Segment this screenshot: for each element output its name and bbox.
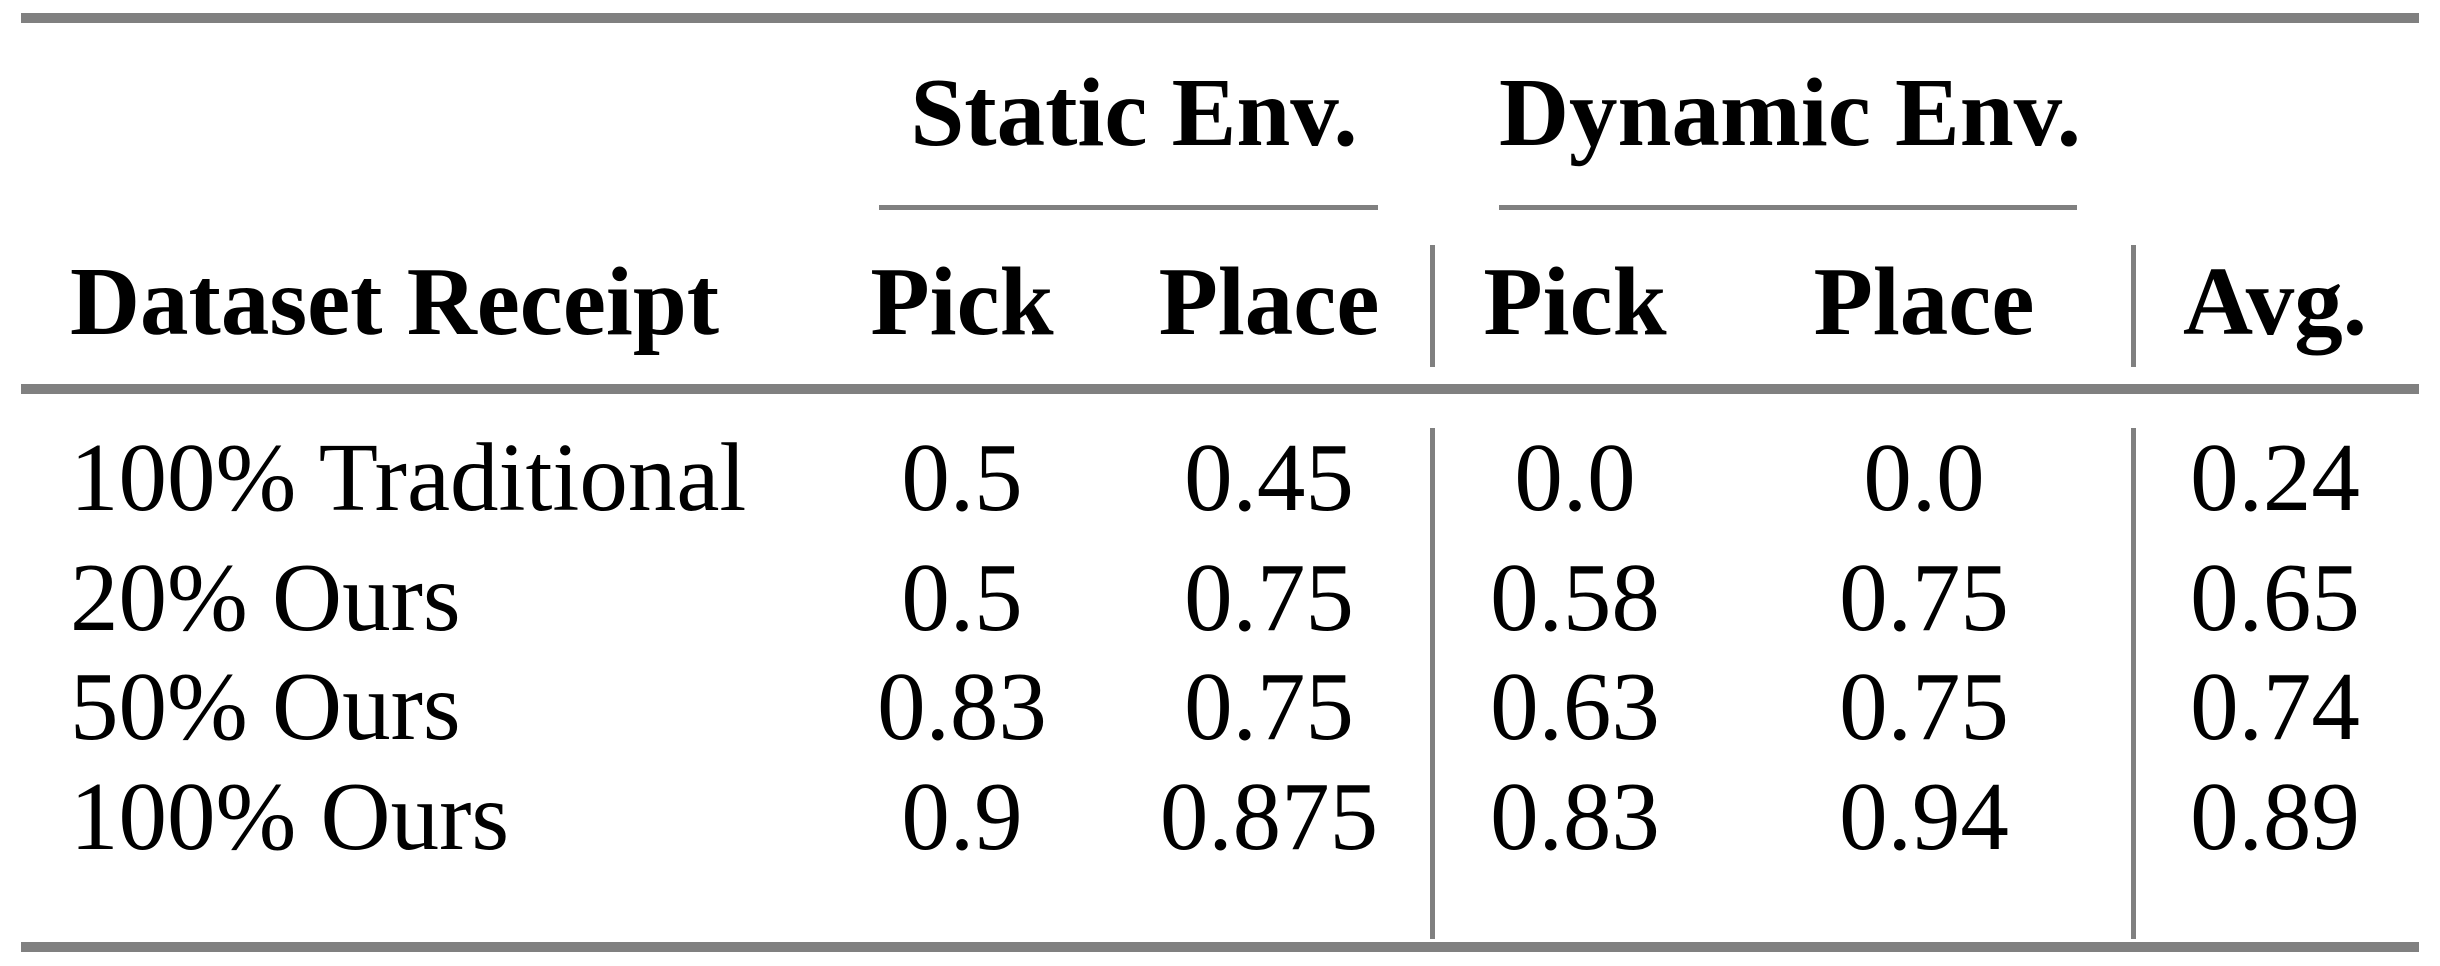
cell-avg: 0.89	[2190, 763, 2360, 870]
cell-dynamic-pick: 0.58	[1490, 544, 1660, 651]
cell-static-place: 0.45	[1184, 424, 1354, 531]
column-header-static-place: Place	[1158, 248, 1380, 355]
group-header-dynamic-env: Dynamic Env.	[1498, 59, 2082, 166]
cell-static-place: 0.75	[1184, 544, 1354, 651]
column-header-dynamic-place: Place	[1813, 248, 2035, 355]
cell-static-pick: 0.5	[901, 424, 1023, 531]
cmidrule-static-env	[879, 205, 1378, 210]
cell-dynamic-place: 0.75	[1839, 653, 2009, 760]
cell-dynamic-pick: 0.63	[1490, 653, 1660, 760]
row-label: 100% Traditional	[70, 424, 747, 531]
column-header-dynamic-pick: Pick	[1483, 248, 1667, 355]
cell-avg: 0.74	[2190, 653, 2360, 760]
cell-static-place: 0.75	[1184, 653, 1354, 760]
cell-static-pick: 0.83	[877, 653, 1047, 760]
column-header-static-pick: Pick	[870, 248, 1054, 355]
cell-dynamic-place: 0.94	[1839, 763, 2009, 870]
cell-dynamic-place: 0.0	[1863, 424, 1985, 531]
column-header-avg: Avg.	[2182, 248, 2368, 355]
cell-dynamic-place: 0.75	[1839, 544, 2009, 651]
vline-dynamic-avg-body	[2131, 428, 2136, 939]
row-label: 100% Ours	[70, 763, 510, 870]
cell-static-pick: 0.9	[901, 763, 1023, 870]
cmidrule-dynamic-env	[1499, 205, 2077, 210]
bottom-rule	[21, 942, 2419, 952]
top-rule	[21, 13, 2419, 23]
cell-static-pick: 0.5	[901, 544, 1023, 651]
header-midrule	[21, 384, 2419, 394]
group-header-static-env: Static Env.	[910, 59, 1358, 166]
vline-static-dynamic-header	[1430, 245, 1435, 367]
cell-dynamic-pick: 0.83	[1490, 763, 1660, 870]
cell-avg: 0.65	[2190, 544, 2360, 651]
row-label: 20% Ours	[70, 544, 461, 651]
row-label: 50% Ours	[70, 653, 461, 760]
vline-dynamic-avg-header	[2131, 245, 2136, 367]
cell-dynamic-pick: 0.0	[1514, 424, 1636, 531]
cell-static-place: 0.875	[1159, 763, 1379, 870]
column-header-dataset-receipt: Dataset Receipt	[70, 248, 720, 355]
cell-avg: 0.24	[2190, 424, 2360, 531]
vline-static-dynamic-body	[1430, 428, 1435, 939]
